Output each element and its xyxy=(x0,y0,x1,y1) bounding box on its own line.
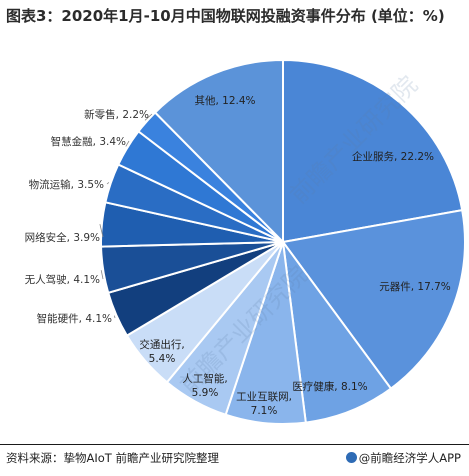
slice-label: 其他, 12.4% xyxy=(194,94,255,107)
slice-label: 工业互联网, 7.1% xyxy=(236,391,292,417)
pie-slice-1 xyxy=(282,58,464,244)
pie-slice-3 xyxy=(281,238,393,424)
slice-label: 新零售, 2.2% xyxy=(84,108,149,121)
leader-line xyxy=(100,270,104,280)
source-note: 资料来源：挚物AIoT 前瞻产业研究院整理 xyxy=(6,451,219,465)
chart-title: 图表3：2020年1月-10月中国物联网投融资事件分布 (单位：%) xyxy=(6,7,445,25)
slice-label: 企业服务, 22.2% xyxy=(352,150,434,163)
leader-line xyxy=(114,315,116,319)
pie-slices xyxy=(100,58,466,425)
slice-label: 元器件, 17.7% xyxy=(379,281,451,293)
leader-line xyxy=(144,113,153,121)
slice-label: 人工智能, 5.9% xyxy=(182,372,227,399)
watermark-text: 前瞻产业研究院 xyxy=(174,261,313,400)
slice-label: 物流运输, 3.5% xyxy=(29,178,104,191)
footer-divider xyxy=(0,444,469,445)
slice-label: 网络安全, 3.9% xyxy=(25,231,100,244)
brand-icon xyxy=(345,452,357,463)
credit-note: @前瞻经济学人APP xyxy=(345,450,461,466)
leader-line xyxy=(125,140,130,147)
leader-line xyxy=(106,182,110,185)
credit-text: @前瞻经济学人APP xyxy=(358,451,461,465)
slice-label: 医疗健康, 8.1% xyxy=(292,380,367,393)
leader-line xyxy=(99,224,104,238)
pie-slice-13 xyxy=(153,58,284,245)
leader-lines xyxy=(99,113,153,319)
slice-label: 无人驾驶, 4.1% xyxy=(25,273,100,286)
pie-slice-2 xyxy=(281,208,466,390)
slice-labels: 企业服务, 22.2% 元器件, 17.7% 医疗健康, 8.1%工业互联网, 7.1… xyxy=(25,94,451,417)
slice-label: 智慧金融, 3.4% xyxy=(51,135,126,148)
watermark-text: 前瞻产业研究院 xyxy=(284,71,423,210)
slice-label: 交通出行, 5.4% xyxy=(139,338,184,365)
slice-label: 智能硬件, 4.1% xyxy=(37,312,112,325)
